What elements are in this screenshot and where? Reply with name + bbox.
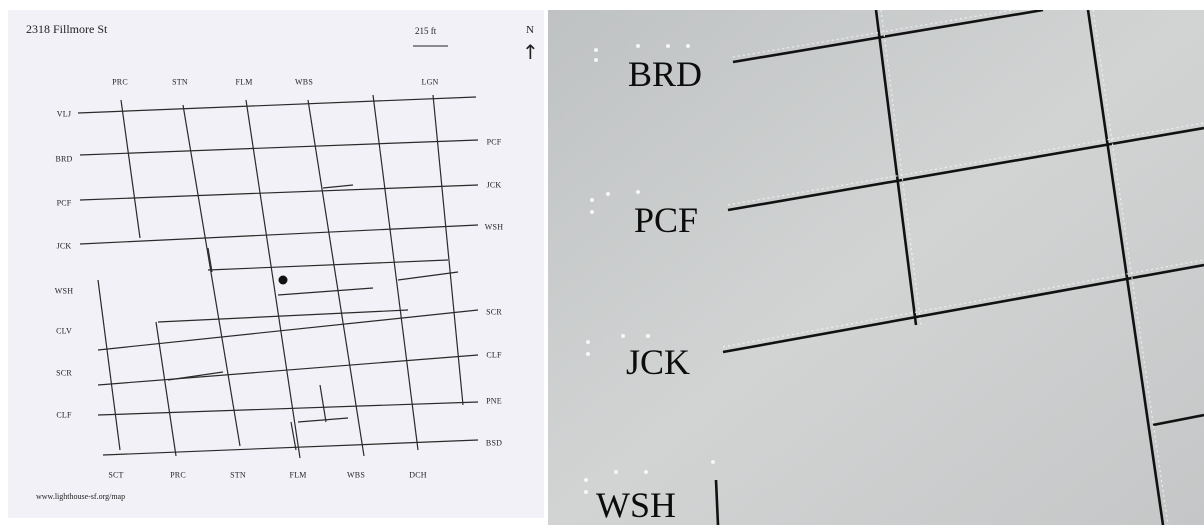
braille-dot — [584, 490, 588, 494]
street-line-pcf — [79, 184, 479, 201]
street-label: STN — [230, 470, 246, 480]
street-line-prc-south — [155, 321, 177, 457]
street-label: STN — [172, 77, 188, 87]
braille-dot — [590, 198, 594, 202]
embossed-line-brd — [732, 10, 1044, 64]
braille-dot — [636, 44, 640, 48]
street-label: CLF — [56, 410, 72, 420]
street-line-vlj — [77, 96, 477, 114]
braille-dot — [636, 190, 640, 194]
braille-dot — [646, 334, 650, 338]
street-line-wbs — [307, 99, 365, 457]
street-label-large: WSH — [596, 485, 676, 525]
street-label: PNE — [486, 396, 502, 406]
street-label: PCF — [486, 137, 502, 147]
street-line-jck — [79, 224, 479, 245]
street-line-segment — [397, 271, 459, 281]
map-url: www.lighthouse-sf.org/map — [36, 492, 126, 501]
embossed-street-lines — [548, 10, 1204, 525]
braille-dot — [614, 470, 618, 474]
street-line-sct — [97, 279, 121, 451]
street-line-stn — [182, 104, 241, 447]
street-label: VLJ — [56, 109, 72, 119]
braille-dot — [594, 58, 598, 62]
braille-dot — [606, 192, 610, 196]
street-label: DCH — [409, 470, 427, 480]
street-line-segment — [277, 287, 374, 296]
street-label-large: BRD — [628, 54, 703, 94]
braille-dots-ridge — [722, 259, 1204, 348]
braille-dot — [594, 48, 598, 52]
street-label: PRC — [170, 470, 186, 480]
braille-dots-ridge — [727, 122, 1204, 206]
street-line-segment — [319, 384, 327, 423]
braille-dot — [711, 460, 715, 464]
street-label: PRC — [112, 77, 128, 87]
street-grid — [77, 45, 479, 459]
braille-dots-ridge — [1092, 10, 1169, 525]
north-label: N — [526, 24, 534, 36]
street-label: BSD — [485, 438, 503, 448]
braille-dot — [584, 478, 588, 482]
paper-surface — [548, 10, 1204, 525]
street-label: WSH — [54, 286, 74, 296]
current-location-dot — [278, 275, 288, 285]
embossed-line-pcf — [727, 126, 1204, 212]
street-label: CLV — [56, 326, 72, 336]
street-line-segment — [322, 184, 354, 189]
street-label: BRD — [55, 154, 73, 164]
street-label: WSH — [484, 222, 504, 232]
braille-dot — [644, 470, 648, 474]
embossed-line-jck — [722, 263, 1204, 354]
street-label: PCF — [56, 198, 72, 208]
braille-dot — [666, 44, 670, 48]
street-label: CLF — [486, 350, 502, 360]
street-line-segment — [207, 247, 213, 273]
street-line-clf — [97, 354, 479, 386]
street-line-segment — [290, 421, 297, 451]
north-arrow-icon: ↑ — [522, 40, 539, 64]
braille-dot — [586, 340, 590, 344]
scale-label: 215 ft — [415, 26, 437, 36]
braille-dot — [590, 210, 594, 214]
street-label: JCK — [56, 241, 72, 251]
street-line-scr — [97, 309, 479, 351]
street-label: FLM — [289, 470, 307, 480]
tactile-map-printout: 2318 Fillmore St 215 ft N ↑ PRC STN FLM … — [8, 10, 544, 518]
embossed-line-vertical — [1086, 10, 1165, 525]
address-title: 2318 Fillmore St — [26, 22, 108, 36]
braille-dot — [621, 334, 625, 338]
street-label-large: PCF — [634, 200, 699, 240]
street-label: SCT — [108, 470, 124, 480]
embossed-line-wsh — [714, 479, 720, 525]
braille-dot — [686, 44, 690, 48]
street-line-segment — [297, 417, 349, 423]
street-line-lgn — [432, 94, 464, 406]
street-label: FLM — [235, 77, 253, 87]
street-label: WBS — [347, 470, 365, 480]
street-label-large: JCK — [626, 342, 691, 382]
embossed-line-vertical — [874, 10, 918, 326]
street-line-segment — [372, 94, 419, 451]
street-label: SCR — [486, 307, 502, 317]
street-line-segment — [167, 371, 224, 381]
street-line-brd — [79, 139, 479, 156]
street-line-prc — [120, 99, 141, 239]
street-label: WBS — [295, 77, 313, 87]
embossed-line-segment — [1152, 413, 1204, 427]
street-line-segment — [207, 259, 449, 271]
street-line-clv — [157, 309, 409, 323]
street-label: SCR — [56, 368, 72, 378]
street-label: JCK — [486, 180, 502, 190]
braille-dots-ridge — [732, 10, 1017, 58]
tactile-map-closeup-photo: BRD PCF JCK WSH — [548, 10, 1204, 525]
street-line-pne — [97, 401, 479, 416]
street-line-bsd — [102, 439, 479, 456]
street-label: LGN — [421, 77, 439, 87]
street-line-flm — [245, 99, 301, 459]
braille-dot — [586, 352, 590, 356]
